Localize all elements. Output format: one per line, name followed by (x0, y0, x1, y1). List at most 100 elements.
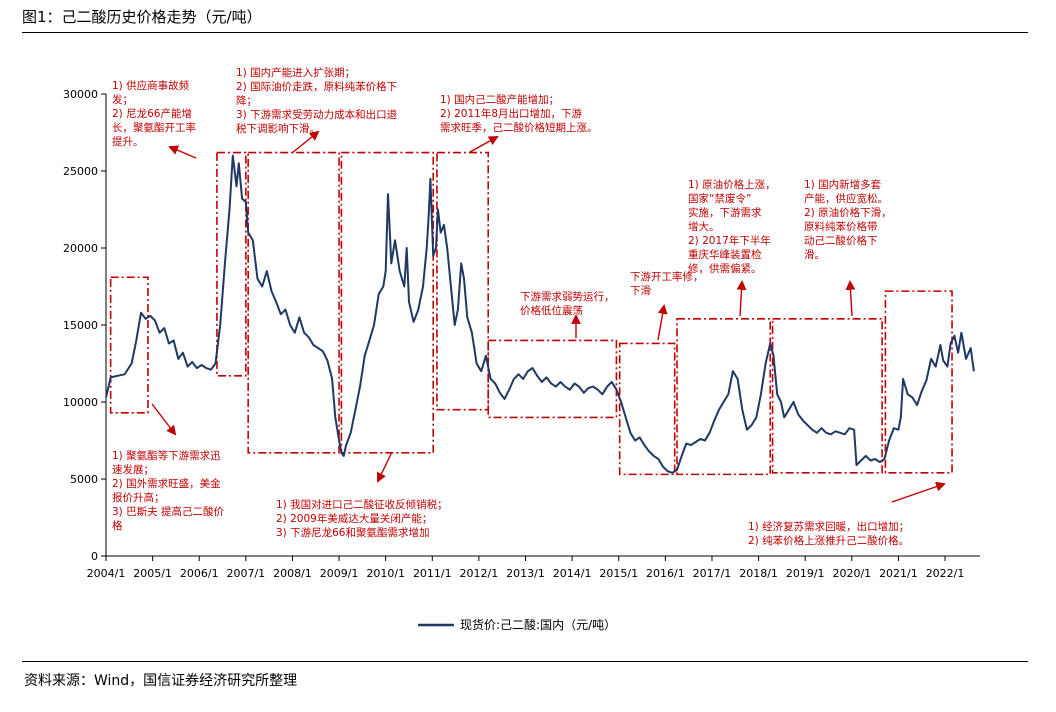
annotation-line: 发； (112, 93, 133, 106)
annotation-arrow (657, 304, 668, 341)
annotation-line: 2) 2017年下半年 (688, 234, 771, 247)
legend-label: 现货价:己二酸:国内（元/吨） (460, 617, 616, 632)
annotation-arrow (891, 481, 946, 503)
x-tick-label: 2016/1 (646, 567, 685, 580)
y-tick-label: 20000 (63, 242, 98, 255)
annotation-text: 下游需求弱势运行，价格低位震荡 (520, 290, 615, 317)
annotation-line: 1) 国内新增多套 (804, 178, 882, 191)
annotation-arrow (291, 130, 320, 154)
annotation-text: 1) 原油价格上涨，国家“禁废令”实施，下游需求增大。 2) 2017年下半年重庆… (688, 178, 776, 275)
annotation-arrow (376, 451, 393, 483)
x-tick-label: 2006/1 (180, 567, 219, 580)
annotation-line: 3) 巴斯夫 提高己二酸价 (112, 505, 224, 518)
annotation-arrows (151, 130, 946, 503)
annotation-line: 3) 下游需求受劳动力成本和出口退 (236, 108, 398, 121)
annotation-line: 动己二酸价格下 (804, 234, 878, 247)
x-tick-label: 2008/1 (273, 567, 312, 580)
series-line-adipic-acid (105, 154, 975, 474)
x-tick-label: 2020/1 (832, 567, 871, 580)
annotation-arrow (151, 403, 177, 436)
annotation-line: 2) 国外需求旺盛，美金 (112, 477, 221, 490)
annotation-line: 需求旺季，己二酸价格短期上涨。 (440, 121, 598, 134)
x-tick-label: 2007/1 (226, 567, 265, 580)
annotation-text: 1) 供应商事故频发； 2) 尼龙66产能增长，聚氨酯开工率提升。 (112, 79, 196, 148)
annotation-line: 1) 供应商事故频 (112, 79, 190, 92)
annotation-line: 降； (236, 94, 257, 107)
figure-title: 图1：己二酸历史价格走势（元/吨） (22, 8, 262, 26)
x-tick-label: 2019/1 (786, 567, 825, 580)
x-tick-label: 2011/1 (413, 567, 452, 580)
chart-axes (105, 94, 980, 557)
annotation-line: 修，供需偏紧。 (688, 262, 762, 275)
annotation-line: 2) 尼龙66产能增 (112, 107, 192, 120)
annotation-boxes (109, 151, 953, 476)
annotation-line: 格 (112, 519, 123, 532)
annotation-arrow (469, 136, 499, 153)
y-tick-label: 5000 (70, 473, 98, 486)
y-tick-label: 0 (91, 550, 98, 563)
annotation-line: 速发展； (112, 463, 154, 476)
y-tick-label: 15000 (63, 319, 98, 332)
annotation-line: 增大。 (688, 220, 720, 233)
annotation-line: 2) 2011年8月出口增加，下游 (440, 107, 583, 120)
x-tick-label: 2015/1 (599, 567, 638, 580)
y-tick-label: 30000 (63, 88, 98, 101)
annotation-texts: 1) 供应商事故频发； 2) 尼龙66产能增长，聚氨酯开工率提升。 1) 国内产能进… (112, 66, 909, 547)
annotation-line: 3) 下游尼龙66和聚氨酯需求增加 (276, 526, 429, 539)
x-tick-label: 2010/1 (366, 567, 405, 580)
annotation-line: 实施，下游需求 (688, 206, 762, 219)
annotation-line: 1) 经济复苏需求回暖，出口增加； (748, 520, 909, 533)
annotation-line: 1) 国内产能进入扩张期； (236, 66, 355, 79)
x-tick-label: 2017/1 (693, 567, 732, 580)
annotation-line: 1) 聚氨酯等下游需求迅 (112, 449, 221, 462)
x-tick-label: 2005/1 (133, 567, 172, 580)
annotation-line: 1) 我国对进口己二酸征收反倾销税； (276, 498, 448, 511)
annotation-line: 1) 国内己二酸产能增加； (440, 93, 559, 106)
y-tick-label: 25000 (63, 165, 98, 178)
highlight-box (109, 276, 149, 414)
x-tick-label: 2022/1 (926, 567, 965, 580)
annotation-line: 下滑 (630, 285, 651, 297)
annotation-line: 长，聚氨酯开工率 (112, 121, 196, 134)
y-tick-label: 10000 (63, 396, 98, 409)
highlight-box (884, 290, 953, 474)
annotation-line: 2) 国际油价走跌，原料纯苯价格下 (236, 80, 397, 93)
x-tick-label: 2021/1 (879, 567, 918, 580)
annotation-line: 重庆华峰装置检 (688, 248, 762, 261)
legend: 现货价:己二酸:国内（元/吨） (418, 617, 616, 632)
x-tick-label: 2018/1 (739, 567, 778, 580)
top-rule (22, 32, 1028, 33)
annotation-line: 滑。 (804, 249, 825, 261)
highlight-box (216, 151, 247, 377)
annotation-line: 国家“禁废令” (688, 192, 751, 205)
price-line-chart: 0 5000 10000 15000 20000 25000 30000 2004/1 200… (63, 66, 980, 632)
x-tick-label: 2013/1 (506, 567, 545, 580)
bottom-rule (22, 661, 1028, 662)
highlight-box (771, 318, 883, 474)
annotation-text: 1) 聚氨酯等下游需求迅速发展； 2) 国外需求旺盛，美金报价升高； 3) 巴斯夫 … (112, 449, 224, 532)
annotation-line: 税下调影响下滑。 (236, 122, 320, 135)
x-tick-label: 2004/1 (87, 567, 126, 580)
annotation-line: 2) 纯苯价格上涨推升己二酸价格。 (748, 534, 909, 547)
annotation-arrow (168, 145, 197, 159)
annotation-text: 1) 经济复苏需求回暖，出口增加； 2) 纯苯价格上涨推升己二酸价格。 (748, 520, 909, 547)
annotation-line: 2) 原油价格下滑， (804, 206, 892, 219)
annotation-line: 原料纯苯价格带 (804, 220, 878, 233)
highlight-box (340, 151, 435, 454)
annotation-line: 2) 2009年美威达大量关闭产能； (276, 512, 432, 525)
x-tick-label: 2012/1 (460, 567, 499, 580)
annotation-line: 价格低位震荡 (520, 304, 583, 317)
annotation-line: 下游开工率修， (630, 270, 704, 283)
annotation-line: 提升。 (112, 136, 144, 148)
annotation-line: 报价升高； (112, 491, 165, 504)
highlight-box (676, 318, 772, 476)
annotation-text: 1) 国内新增多套产能，供应宽松。 2) 原油价格下滑，原料纯苯价格带动己二酸价格… (804, 178, 892, 261)
annotation-text: 1) 国内己二酸产能增加； 2) 2011年8月出口增加，下游需求旺季，己二酸价格… (440, 93, 598, 134)
source-note: 资料来源：Wind，国信证券经济研究所整理 (24, 673, 298, 689)
highlight-box (247, 151, 340, 454)
highlight-box (618, 342, 676, 476)
annotation-line: 1) 原油价格上涨， (688, 178, 776, 191)
highlight-box (436, 151, 490, 411)
x-tick-label: 2009/1 (320, 567, 359, 580)
annotation-text: 下游开工率修， 下滑 (630, 270, 704, 297)
